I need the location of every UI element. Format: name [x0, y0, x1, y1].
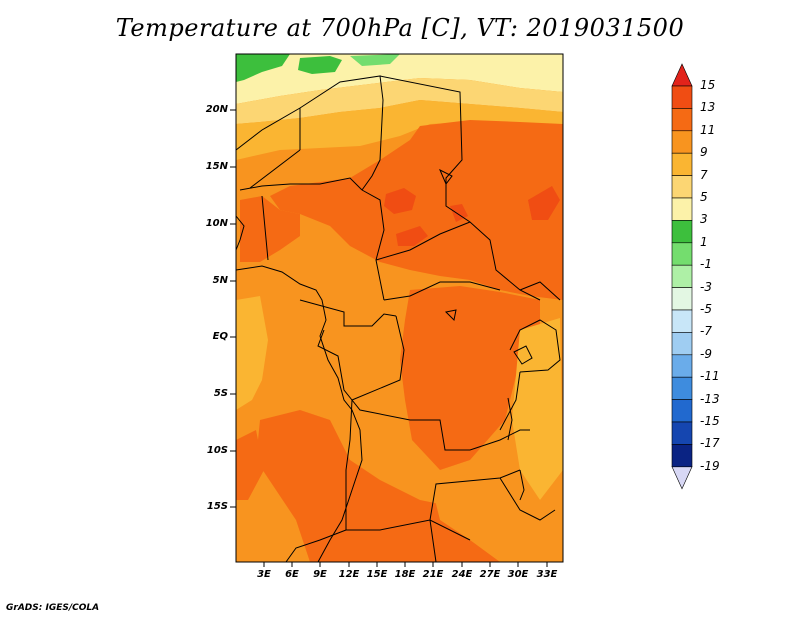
credit-text: GrADS: IGES/COLA — [6, 603, 100, 613]
lat-label-15n: 15N — [205, 161, 228, 172]
lon-label-12e: 12E — [338, 569, 360, 580]
lat-label-20n: 20N — [205, 104, 228, 115]
colorbar-segment — [671, 287, 693, 311]
field-band-13-15-c — [396, 226, 428, 246]
colorbar-label: -3 — [700, 279, 712, 294]
colorbar-segment — [671, 197, 693, 221]
axis-ticks — [230, 109, 548, 567]
field-band-5-7 — [236, 78, 563, 124]
field-band-11-13-west — [240, 196, 300, 262]
colorbar-arrow-top — [671, 63, 693, 87]
colorbar-label: -11 — [700, 369, 720, 384]
colorbar-label: -9 — [700, 346, 712, 361]
colorbar-segment — [671, 175, 693, 199]
field-band-9-11-se — [430, 470, 540, 562]
lon-label-33e: 33E — [536, 569, 558, 580]
colorbar-label: 15 — [700, 78, 716, 92]
lat-label-15s: 15S — [206, 501, 228, 512]
colorbar-label: 7 — [700, 167, 708, 182]
colorbar-segment — [671, 399, 693, 423]
colorbar — [671, 63, 693, 490]
colorbar-label: -13 — [700, 391, 720, 406]
colorbar-label: -17 — [700, 436, 720, 451]
colorbar-segment — [671, 421, 693, 445]
field-band-11-13-congo — [400, 286, 540, 470]
colorbar-label: 13 — [700, 100, 716, 115]
colorbar-label: -5 — [700, 302, 712, 316]
field-band-7-9-east — [512, 318, 563, 500]
lon-label-18e: 18E — [394, 569, 416, 580]
map-panel — [230, 53, 564, 567]
lat-label-10s: 10S — [206, 445, 228, 456]
colorbar-segment — [671, 376, 693, 400]
colorbar-label: 3 — [700, 212, 708, 227]
colorbar-label: 11 — [700, 122, 716, 137]
colorbar-segment — [671, 108, 693, 132]
field-band-1-3 — [236, 54, 290, 82]
lon-label-30e: 30E — [507, 569, 529, 580]
field-band-13-15-a — [384, 188, 416, 214]
lon-label-21e: 21E — [422, 569, 444, 580]
lon-label-3e: 3E — [257, 569, 271, 580]
colorbar-segment — [671, 85, 693, 109]
field-band-11-13-north — [270, 120, 563, 300]
field-band-1-3-c — [350, 54, 400, 66]
field-band-7-9 — [236, 100, 563, 160]
colorbar-label: 9 — [700, 145, 708, 160]
lon-label-9e: 9E — [313, 569, 327, 580]
lakes — [439, 168, 533, 501]
field-band-1-3-b — [298, 56, 342, 74]
lon-label-15e: 15E — [366, 569, 388, 580]
field-band-7-9-sw — [236, 296, 268, 410]
chart-title: Temperature at 700hPa [C], VT: 201903150… — [115, 14, 685, 42]
lat-label-5s: 5S — [213, 388, 228, 399]
colorbar-segment — [671, 309, 693, 333]
colorbar-segment — [671, 444, 693, 468]
map-frame — [235, 53, 564, 563]
colorbar-label: -19 — [700, 458, 720, 473]
colorbar-label: 5 — [700, 190, 708, 204]
country-borders — [235, 75, 561, 563]
colorbar-segment — [671, 220, 693, 244]
lat-label-10n: 10N — [205, 218, 228, 229]
colorbar-label: -15 — [700, 414, 720, 428]
lat-label-eq: EQ — [212, 331, 228, 342]
field-band-13-15-b — [528, 186, 560, 220]
lon-label-24e: 24E — [451, 569, 473, 580]
lon-label-6e: 6E — [285, 569, 299, 580]
coastline — [235, 215, 363, 563]
colorbar-segment — [671, 242, 693, 266]
colorbar-segment — [671, 332, 693, 356]
colorbar-segment — [671, 152, 693, 176]
colorbar-label: 1 — [700, 234, 708, 249]
colorbar-segment — [671, 354, 693, 378]
lon-label-27e: 27E — [479, 569, 501, 580]
lat-label-5n: 5N — [212, 275, 228, 286]
colorbar-label: -7 — [700, 324, 712, 339]
colorbar-arrow-bottom — [671, 466, 693, 490]
colorbar-segment — [671, 130, 693, 154]
colorbar-label: -1 — [700, 257, 712, 272]
field-band-11-13-sw — [236, 430, 264, 500]
colorbar-segment — [671, 264, 693, 288]
